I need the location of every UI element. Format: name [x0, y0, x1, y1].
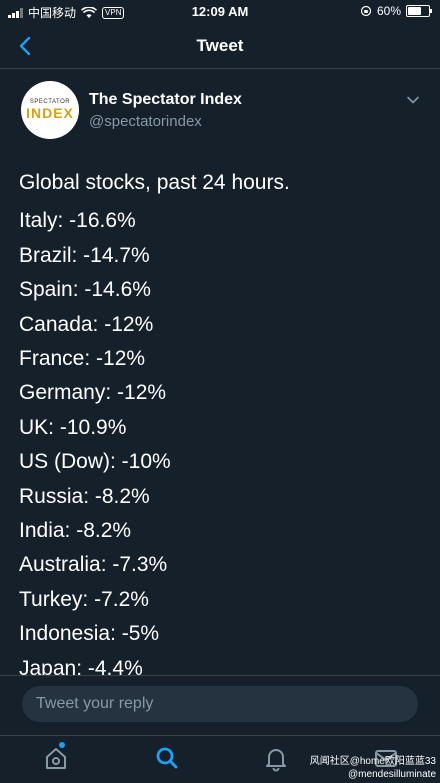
- tweet-line: Brazil: -14.7%: [19, 243, 150, 267]
- home-icon: [46, 748, 66, 769]
- tweet-line: Germany: -12%: [19, 381, 167, 405]
- wifi-icon: [81, 6, 98, 18]
- tweet-line: Indonesia: -5%: [19, 622, 160, 646]
- tweet-line: Spain: -14.6%: [19, 278, 151, 302]
- author-handle[interactable]: @spectatorindex: [89, 113, 202, 130]
- tweet-line: Japan: -4.4%: [19, 656, 143, 675]
- page-title: Tweet: [196, 36, 244, 55]
- watermark-line-2: @mendesilluminate: [348, 769, 436, 780]
- signal-icon: [8, 7, 23, 18]
- battery-icon: [406, 5, 432, 17]
- tweet-line: Canada: -12%: [19, 312, 154, 336]
- nav-header: Tweet: [0, 24, 440, 69]
- battery-percent: 60%: [376, 4, 401, 18]
- tweet-intro: Global stocks, past 24 hours.: [19, 171, 290, 194]
- avatar[interactable]: SPECTATOR INDEX: [21, 81, 79, 139]
- chevron-down-icon[interactable]: [406, 93, 420, 107]
- battery-fill: [408, 7, 422, 15]
- watermark: 风闻社区@home欧阳蓝蓝33 @mendesilluminate: [310, 755, 436, 781]
- status-left: 中国移动 VPN: [8, 4, 125, 21]
- tweet-line: Australia: -7.3%: [19, 553, 168, 577]
- tweet-line: France: -12%: [19, 347, 146, 371]
- status-bar: 中国移动 VPN 12:09 AM 60%: [0, 0, 440, 24]
- notification-dot: [59, 742, 65, 748]
- tweet-line: Russia: -8.2%: [19, 484, 150, 508]
- bell-icon: [266, 749, 286, 772]
- reply-bar: Tweet your reply: [0, 675, 440, 736]
- tweet-line: UK: -10.9%: [19, 415, 127, 439]
- tweet: SPECTATOR INDEX The Spectator Index @spe…: [0, 69, 440, 675]
- tweet-line: Turkey: -7.2%: [19, 587, 149, 611]
- status-right: 60%: [360, 4, 432, 18]
- status-time: 12:09 AM: [191, 4, 249, 19]
- back-button[interactable]: [14, 34, 38, 58]
- orientation-lock-icon: [360, 5, 372, 17]
- tab-search[interactable]: [153, 744, 181, 772]
- search-icon: [156, 747, 178, 769]
- tab-messages[interactable]: [372, 744, 400, 772]
- mail-icon: [375, 750, 397, 767]
- tweet-line: US (Dow): -10%: [19, 450, 171, 474]
- tweet-line: India: -8.2%: [19, 519, 132, 543]
- tweet-line: Italy: -16.6%: [19, 209, 136, 233]
- watermark-line-1: 风闻社区@home欧阳蓝蓝33: [309, 756, 436, 767]
- tab-home[interactable]: [42, 742, 70, 772]
- reply-input[interactable]: Tweet your reply: [22, 686, 418, 722]
- tab-notifications[interactable]: [262, 744, 290, 772]
- vpn-badge: VPN: [102, 6, 125, 19]
- tweet-text: Global stocks, past 24 hours. Italy: -16…: [19, 166, 429, 675]
- author-name[interactable]: The Spectator Index: [89, 91, 242, 108]
- carrier-label: 中国移动: [28, 6, 77, 20]
- avatar-logo-top: SPECTATOR: [29, 99, 71, 105]
- avatar-logo-bottom: INDEX: [26, 105, 74, 121]
- tab-bar: [0, 735, 440, 783]
